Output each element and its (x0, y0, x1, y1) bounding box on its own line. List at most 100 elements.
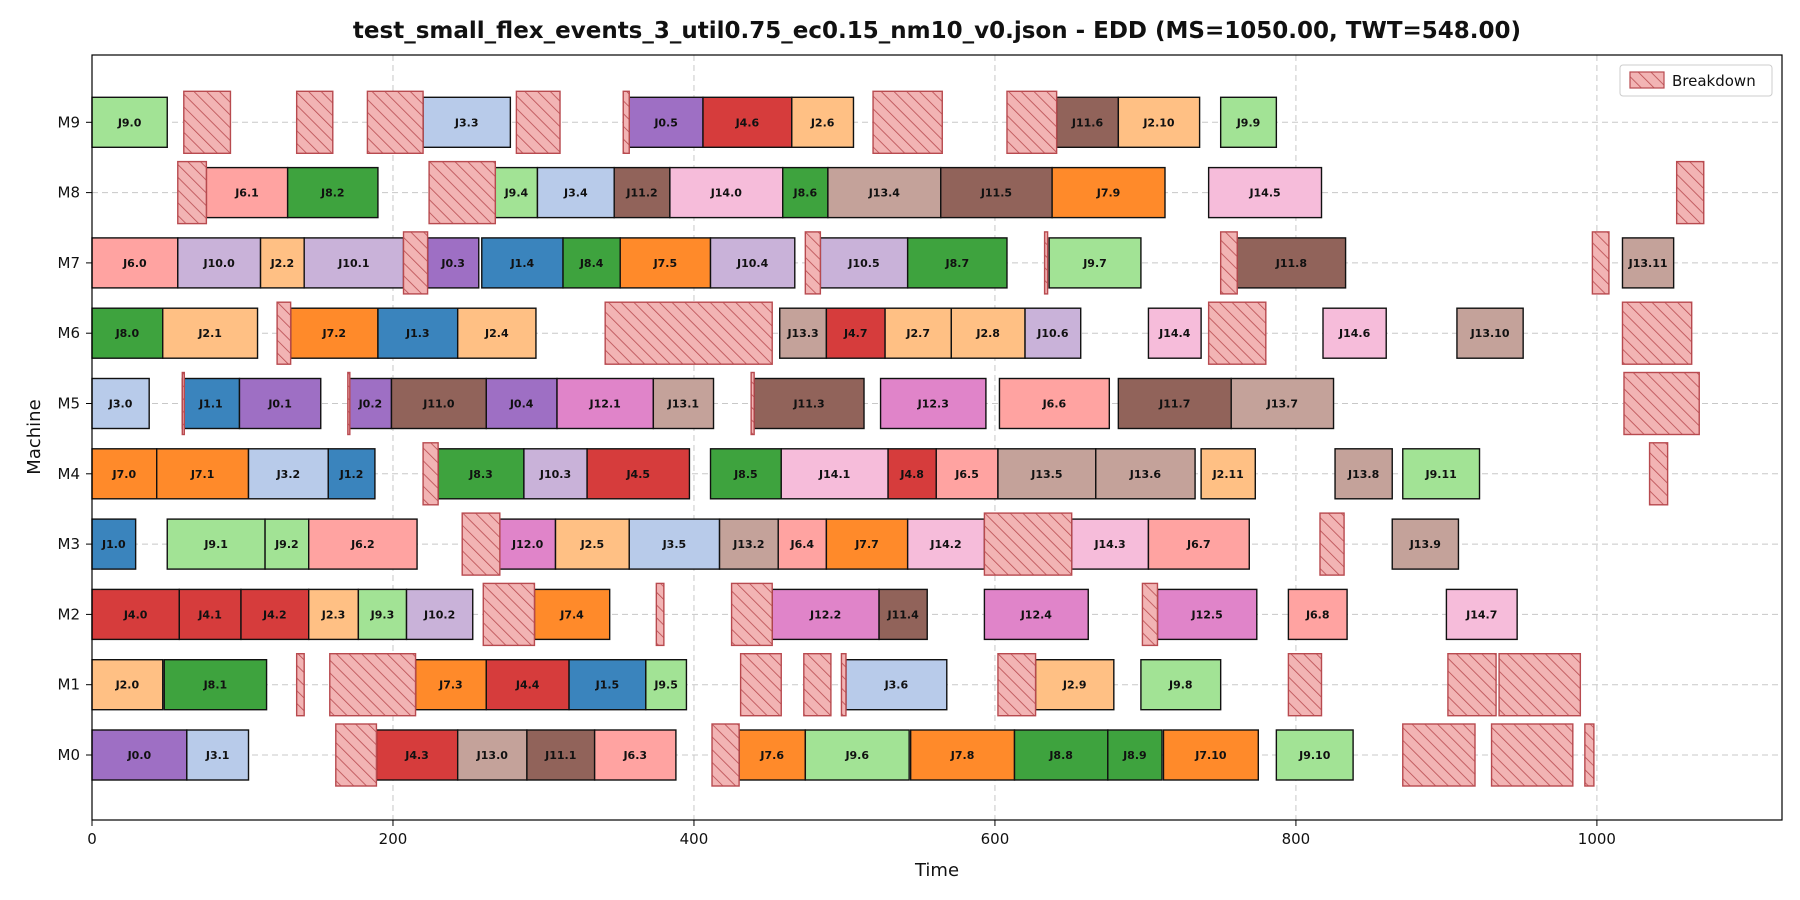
operation-label: J11.5 (980, 187, 1012, 200)
operation-label: J6.1 (234, 187, 259, 200)
operation-bar (1230, 377, 1335, 430)
breakdown-bar (295, 653, 305, 717)
breakdown-bar (1648, 442, 1669, 506)
operation-bar (568, 659, 647, 711)
operation-label: J4.3 (404, 749, 429, 762)
operation-label: J0.4 (509, 398, 534, 411)
operation-label: J3.2 (276, 468, 301, 481)
operation-bar (422, 96, 512, 149)
operation-bar (825, 307, 886, 359)
operation-label: J1.3 (405, 327, 430, 340)
operation-label: J11.2 (625, 187, 657, 200)
operation-label: J0.2 (358, 398, 383, 411)
breakdown-bar (461, 512, 501, 576)
operation-label: J2.1 (197, 327, 222, 340)
operation-bar (884, 307, 952, 359)
operation-label: J14.7 (1465, 608, 1497, 621)
breakdown-bar (804, 231, 822, 295)
operation-bar (935, 448, 999, 500)
breakdown-bar (1043, 231, 1049, 295)
x-tick-label: 800 (1282, 830, 1311, 848)
operation-label: J12.4 (1020, 608, 1053, 621)
breakdown-bar (1675, 160, 1705, 225)
operation-label: J7.2 (321, 327, 346, 340)
operation-label: J10.2 (423, 608, 455, 621)
breakdown-bar (422, 442, 439, 506)
operation-label: J0.3 (440, 257, 465, 270)
operation-bar (1391, 518, 1460, 570)
operation-label: J6.5 (954, 468, 979, 481)
operation-bar (533, 588, 611, 641)
operation-label: J6.8 (1305, 608, 1330, 621)
operation-bar (780, 448, 889, 500)
operation-label: J1.5 (595, 679, 620, 692)
operation-label: J6.0 (122, 257, 147, 270)
operation-bar (940, 166, 1053, 219)
operation-label: J13.1 (667, 398, 699, 411)
operation-bar (879, 377, 987, 430)
breakdown-bar (997, 653, 1037, 717)
operation-label: J13.4 (868, 187, 901, 200)
operation-label: J1.0 (101, 538, 126, 551)
breakdown-bar (1498, 653, 1582, 717)
operation-label: J0.1 (267, 398, 292, 411)
operation-label: J11.0 (422, 398, 455, 411)
operation-label: J6.7 (1186, 538, 1211, 551)
operation-label: J9.8 (1168, 679, 1193, 692)
operation-label: J8.4 (579, 257, 604, 270)
operation-bar (91, 96, 168, 149)
operation-bar (91, 588, 180, 641)
operation-label: J9.1 (203, 538, 228, 551)
operation-bar (998, 377, 1111, 430)
operation-label: J12.1 (589, 398, 621, 411)
operation-label: J10.5 (847, 257, 879, 270)
operation-bar (264, 518, 310, 570)
y-tick-label: M8 (58, 184, 81, 202)
breakdown-bar (335, 723, 378, 787)
operation-label: J14.4 (1158, 327, 1191, 340)
operation-bar (1095, 448, 1196, 500)
operation-label: J9.6 (844, 749, 869, 762)
operation-label: J8.3 (468, 468, 493, 481)
breakdown-bar (1584, 723, 1595, 787)
breakdown-bar (1447, 653, 1497, 717)
operation-label: J11.7 (1158, 398, 1190, 411)
operation-bar (1445, 588, 1518, 641)
operation-label: J9.10 (1298, 749, 1331, 762)
operation-bar (997, 448, 1097, 500)
operation-label: J13.5 (1030, 468, 1062, 481)
breakdown-bar (803, 653, 832, 717)
operation-bar (1207, 166, 1323, 219)
operation-bar (1140, 659, 1222, 711)
operation-label: J3.5 (662, 538, 687, 551)
breakdown-bar (1490, 723, 1574, 787)
x-axis-label: Time (914, 860, 959, 881)
operation-label: J14.3 (1093, 538, 1125, 551)
operation-label: J7.1 (190, 468, 215, 481)
operation-label: J4.0 (123, 608, 148, 621)
breakdown-bar (1621, 301, 1693, 365)
operation-label: J2.6 (810, 116, 835, 129)
breakdown-bar (622, 90, 630, 155)
operation-label: J8.7 (945, 257, 970, 270)
operation-label: J12.5 (1191, 608, 1223, 621)
operation-label: J9.7 (1082, 257, 1107, 270)
operation-bar (163, 659, 268, 711)
operation-bar (162, 307, 259, 359)
x-tick-label: 200 (379, 830, 408, 848)
operation-bar (414, 659, 487, 711)
legend-breakdown-swatch (1629, 71, 1665, 89)
operation-label: J0.0 (127, 749, 152, 762)
operation-bar (523, 448, 588, 500)
operation-bar (377, 307, 459, 359)
operation-bar (753, 377, 865, 430)
operation-bar (1334, 448, 1393, 500)
operation-bar (456, 729, 528, 781)
operation-label: J3.6 (884, 679, 909, 692)
operation-bar (887, 448, 937, 500)
operation-label: J11.6 (1071, 116, 1104, 129)
operation-bar (804, 729, 910, 781)
breakdown-bar (1591, 231, 1610, 295)
operation-bar (205, 166, 289, 219)
operation-bar (1147, 307, 1202, 359)
